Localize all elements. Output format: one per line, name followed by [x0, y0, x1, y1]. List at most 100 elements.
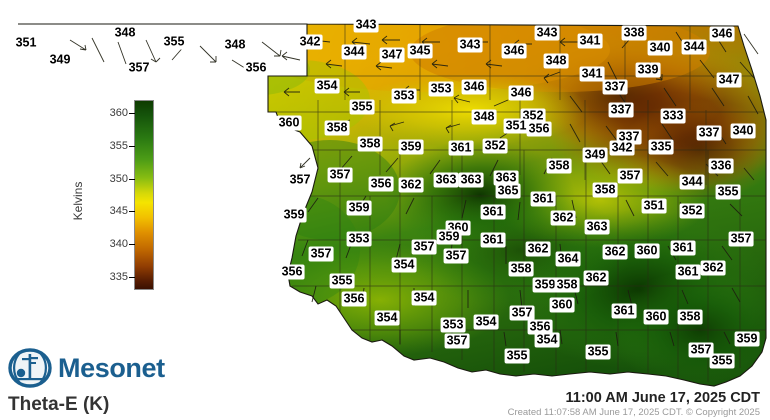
station-value: 354: [535, 332, 559, 347]
station-value: 360: [277, 115, 301, 130]
station-value: 359: [347, 200, 371, 215]
station-value: 357: [729, 231, 753, 246]
station-value: 361: [481, 232, 505, 247]
station-value: 353: [429, 81, 453, 96]
station-value: 359: [735, 331, 759, 346]
station-value: 354: [474, 314, 498, 329]
station-value: 351: [642, 198, 666, 213]
colorbar-tick-label: 340: [109, 238, 128, 251]
station-value: 357: [510, 305, 534, 320]
mesonet-logo-icon: [8, 348, 52, 388]
station-value: 362: [551, 210, 575, 225]
station-value: 351: [14, 35, 38, 50]
station-value: 357: [445, 333, 469, 348]
station-value: 343: [458, 37, 482, 52]
station-value: 359: [533, 277, 557, 292]
station-value: 359: [282, 207, 306, 222]
station-value: 358: [678, 309, 702, 324]
station-value: 336: [709, 158, 733, 173]
station-value: 355: [330, 273, 354, 288]
station-value: 356: [244, 60, 268, 75]
station-value: 342: [610, 140, 634, 155]
station-value: 358: [547, 158, 571, 173]
station-value: 346: [509, 85, 533, 100]
station-value: 343: [535, 25, 559, 40]
station-value: 357: [309, 246, 333, 261]
station-value: 346: [502, 43, 526, 58]
station-value: 353: [441, 317, 465, 332]
station-value: 355: [710, 353, 734, 368]
colorbar-tick-mark: [129, 145, 135, 147]
station-value: 355: [505, 348, 529, 363]
colorbar-tick-label: 350: [109, 172, 128, 185]
colorbar-tick-label: 360: [109, 107, 128, 120]
station-value: 356: [280, 264, 304, 279]
station-value: 351: [504, 118, 528, 133]
station-value: 361: [449, 140, 473, 155]
valid-timestamp: 11:00 AM June 17, 2025 CDT: [565, 390, 761, 406]
colorbar-gradient: [134, 100, 154, 290]
colorbar-tick-mark: [129, 113, 135, 115]
station-value: 356: [369, 176, 393, 191]
colorbar-tick-mark: [129, 276, 135, 278]
station-value: 341: [578, 33, 602, 48]
colorbar-tick-label: 345: [109, 205, 128, 218]
station-value: 352: [521, 108, 545, 123]
station-value: 340: [731, 123, 755, 138]
station-value: 362: [399, 177, 423, 192]
station-value: 364: [556, 251, 580, 266]
station-value: 344: [682, 39, 706, 54]
station-value: 362: [526, 241, 550, 256]
station-value: 362: [603, 244, 627, 259]
station-value: 349: [48, 52, 72, 67]
station-value: 348: [544, 53, 568, 68]
page-title: Theta-E (K): [8, 394, 110, 415]
station-value: 344: [680, 174, 704, 189]
station-value: 361: [531, 191, 555, 206]
station-value: 354: [392, 257, 416, 272]
station-value: 357: [328, 167, 352, 182]
station-value: 354: [315, 78, 339, 93]
station-value: 358: [509, 261, 533, 276]
station-value: 348: [113, 25, 137, 40]
station-value: 358: [593, 182, 617, 197]
station-value: 357: [444, 248, 468, 263]
station-value: 358: [325, 120, 349, 135]
station-value: 356: [528, 319, 552, 334]
station-value: 355: [162, 34, 186, 49]
station-value: 359: [399, 139, 423, 154]
station-value: 361: [481, 204, 505, 219]
station-value: 361: [612, 303, 636, 318]
theta-e-contour-map: 351 349 348 355 357 348 356 342 343 344 347 345 343 3…: [14, 17, 767, 387]
station-value: 356: [342, 291, 366, 306]
station-value: 363: [434, 172, 458, 187]
station-value: 363: [494, 170, 518, 185]
station-value: 362: [584, 270, 608, 285]
station-value: 355: [586, 344, 610, 359]
station-value: 346: [462, 79, 486, 94]
station-value: 357: [412, 239, 436, 254]
station-value: 358: [358, 136, 382, 151]
station-value: 360: [550, 297, 574, 312]
mesonet-logo[interactable]: Mesonet: [8, 346, 165, 390]
station-value: 355: [716, 184, 740, 199]
station-value: 342: [298, 34, 322, 49]
station-value: 356: [527, 121, 551, 136]
state-outline: [18, 23, 767, 387]
station-value: 335: [649, 139, 673, 154]
station-value: 359: [437, 229, 461, 244]
created-timestamp: Created 11:07:58 AM June 17, 2025 CDT. ©…: [507, 407, 760, 418]
station-value: 352: [483, 138, 507, 153]
station-value: 340: [648, 40, 672, 55]
station-value: 337: [617, 129, 641, 144]
colorbar-tick-label: 335: [109, 270, 128, 283]
colorbar-tick-label: 355: [109, 139, 128, 152]
station-value: 338: [622, 25, 646, 40]
station-value: 346: [710, 26, 734, 41]
station-value: 344: [342, 44, 366, 59]
station-value: 343: [354, 17, 378, 32]
station-value: 360: [644, 309, 668, 324]
station-value: 341: [580, 66, 604, 81]
station-value: 353: [392, 88, 416, 103]
